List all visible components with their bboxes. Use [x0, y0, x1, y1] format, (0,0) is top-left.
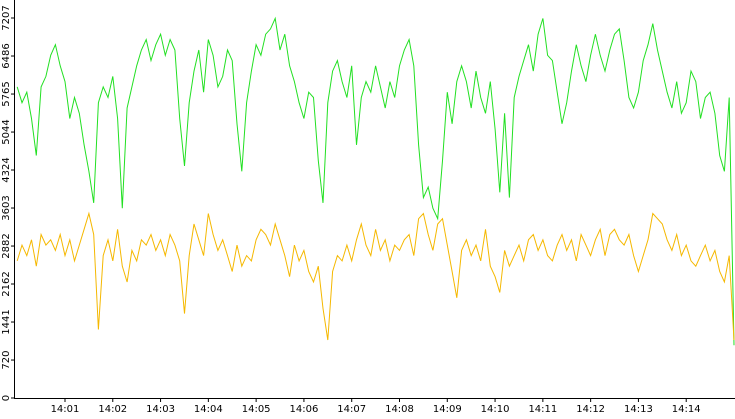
x-tick-label: 14:04: [194, 404, 223, 415]
y-tick-label: 3603: [1, 195, 12, 220]
x-tick-label: 14:01: [51, 404, 80, 415]
y-tick-label: 1441: [1, 309, 12, 334]
x-tick-label: 14:13: [624, 404, 653, 415]
x-tick-label: 14:07: [337, 404, 366, 415]
y-tick-label: 720: [1, 350, 12, 369]
x-tick-label: 14:06: [290, 404, 319, 415]
y-tick-label: 4324: [1, 157, 12, 182]
x-tick-label: 14:08: [385, 404, 414, 415]
y-tick-label: 5765: [1, 81, 12, 106]
x-tick-label: 14:02: [98, 404, 127, 415]
y-tick-label: 0: [1, 395, 12, 401]
series-line: [16, 16, 735, 346]
x-tick-label: 14:12: [576, 404, 605, 415]
y-tick-label: 6486: [1, 43, 12, 68]
y-tick-label: 2882: [1, 233, 12, 258]
x-tick-label: 14:05: [242, 404, 271, 415]
x-tick-label: 14:09: [433, 404, 462, 415]
x-tick-label: 14:03: [146, 404, 175, 415]
x-tick-label: 14:11: [528, 404, 557, 415]
series-line: [16, 211, 735, 341]
x-tick-label: 14:14: [672, 404, 701, 415]
x-tick-label: 14:10: [481, 404, 510, 415]
y-tick-label: 2162: [1, 271, 12, 296]
y-tick-label: 7207: [1, 5, 12, 30]
y-tick-label: 5044: [1, 119, 12, 144]
